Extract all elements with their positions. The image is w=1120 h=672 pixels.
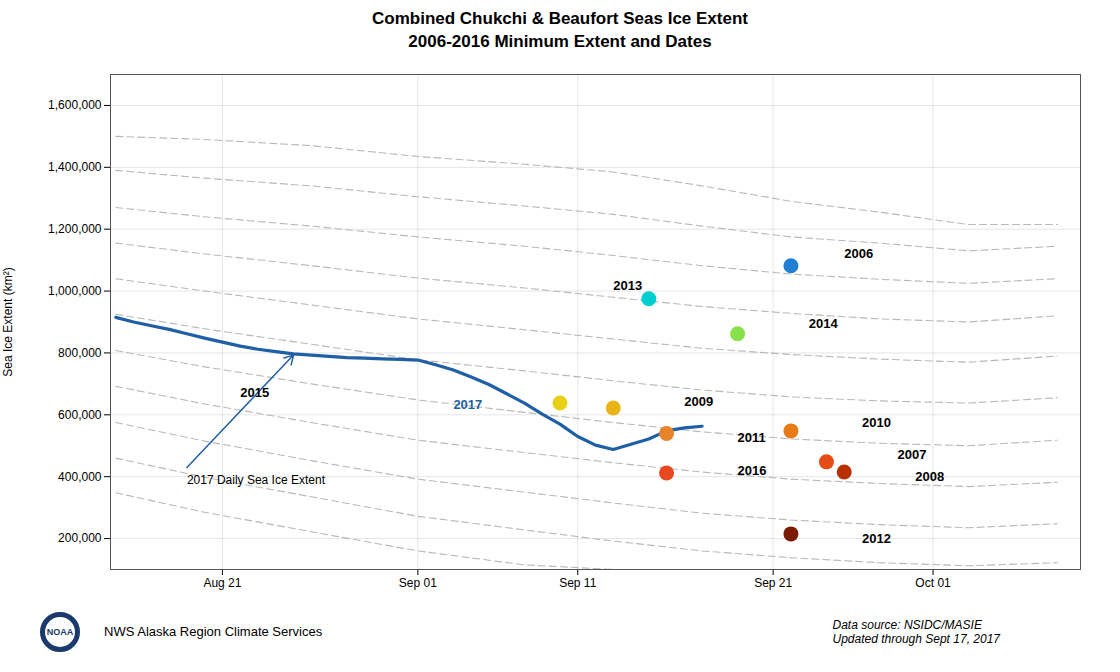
svg-text:2009: 2009 <box>684 393 713 408</box>
svg-text:1,600,000: 1,600,000 <box>48 98 102 112</box>
svg-text:2017: 2017 <box>453 397 482 412</box>
svg-text:2013: 2013 <box>613 278 642 293</box>
svg-text:2014: 2014 <box>809 316 839 331</box>
svg-text:600,000: 600,000 <box>58 408 102 422</box>
svg-text:2012: 2012 <box>862 530 891 545</box>
svg-text:2015: 2015 <box>240 385 269 400</box>
svg-text:2011: 2011 <box>738 430 766 445</box>
svg-text:Aug 21: Aug 21 <box>203 576 241 590</box>
svg-text:Sep 11: Sep 11 <box>559 576 596 590</box>
svg-text:Sea Ice Extent (km²): Sea Ice Extent (km²) <box>1 267 15 376</box>
html-text:Data source: NSIDC/MASIE Updat: Data source: NSIDC/MASIE Updated through… <box>832 617 1000 646</box>
html-text:NOAA: NOAA <box>46 626 74 637</box>
svg-text:Sep 21: Sep 21 <box>754 576 792 590</box>
svg-text:2008: 2008 <box>915 469 944 484</box>
svg-text:1,200,000: 1,200,000 <box>48 222 102 236</box>
svg-text:800,000: 800,000 <box>58 346 102 360</box>
svg-text:2016: 2016 <box>738 463 767 478</box>
html-text:Combined Chukchi & Beaufort Se: Combined Chukchi & Beaufort Seas Ice Ext… <box>372 9 748 51</box>
html-text:NWS Alaska Region Climate Serv: NWS Alaska Region Climate Services <box>104 624 323 640</box>
svg-text:Sep 01: Sep 01 <box>399 576 437 590</box>
svg-text:2006: 2006 <box>844 246 873 261</box>
svg-text:2010: 2010 <box>862 415 891 430</box>
svg-text:1,000,000: 1,000,000 <box>48 284 102 298</box>
svg-text:2007: 2007 <box>898 447 927 462</box>
svg-text:400,000: 400,000 <box>58 469 102 483</box>
svg-text:1,400,000: 1,400,000 <box>48 160 102 174</box>
svg-text:Oct 01: Oct 01 <box>915 576 951 590</box>
svg-text:2017 Daily Sea Ice Extent: 2017 Daily Sea Ice Extent <box>187 473 326 487</box>
svg-text:200,000: 200,000 <box>58 531 102 545</box>
